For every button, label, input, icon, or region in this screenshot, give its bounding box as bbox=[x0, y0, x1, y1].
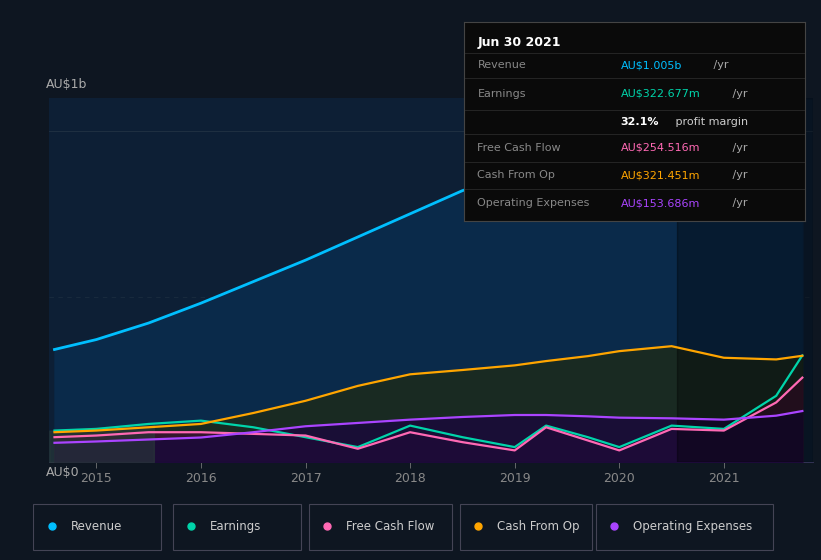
Text: Revenue: Revenue bbox=[71, 520, 122, 533]
Text: AU$1b: AU$1b bbox=[45, 78, 87, 91]
Text: AU$1.005b: AU$1.005b bbox=[621, 60, 682, 70]
Text: Earnings: Earnings bbox=[478, 89, 526, 99]
Text: Revenue: Revenue bbox=[478, 60, 526, 70]
Text: Jun 30 2021: Jun 30 2021 bbox=[478, 36, 561, 49]
Text: /yr: /yr bbox=[710, 60, 728, 70]
Text: 32.1%: 32.1% bbox=[621, 117, 659, 127]
Text: /yr: /yr bbox=[729, 89, 747, 99]
Bar bbox=[677, 98, 813, 462]
Text: /yr: /yr bbox=[729, 170, 747, 180]
Text: Free Cash Flow: Free Cash Flow bbox=[346, 520, 434, 533]
Text: AU$321.451m: AU$321.451m bbox=[621, 170, 700, 180]
Text: profit margin: profit margin bbox=[672, 117, 748, 127]
Text: Earnings: Earnings bbox=[210, 520, 262, 533]
Text: Operating Expenses: Operating Expenses bbox=[633, 520, 753, 533]
Text: AU$153.686m: AU$153.686m bbox=[621, 198, 700, 208]
Text: Free Cash Flow: Free Cash Flow bbox=[478, 143, 561, 153]
Text: AU$254.516m: AU$254.516m bbox=[621, 143, 700, 153]
Text: AU$322.677m: AU$322.677m bbox=[621, 89, 700, 99]
Text: Operating Expenses: Operating Expenses bbox=[478, 198, 589, 208]
Text: Cash From Op: Cash From Op bbox=[478, 170, 555, 180]
Text: AU$0: AU$0 bbox=[45, 466, 79, 479]
Text: /yr: /yr bbox=[729, 198, 747, 208]
Text: Cash From Op: Cash From Op bbox=[498, 520, 580, 533]
Text: /yr: /yr bbox=[729, 143, 747, 153]
